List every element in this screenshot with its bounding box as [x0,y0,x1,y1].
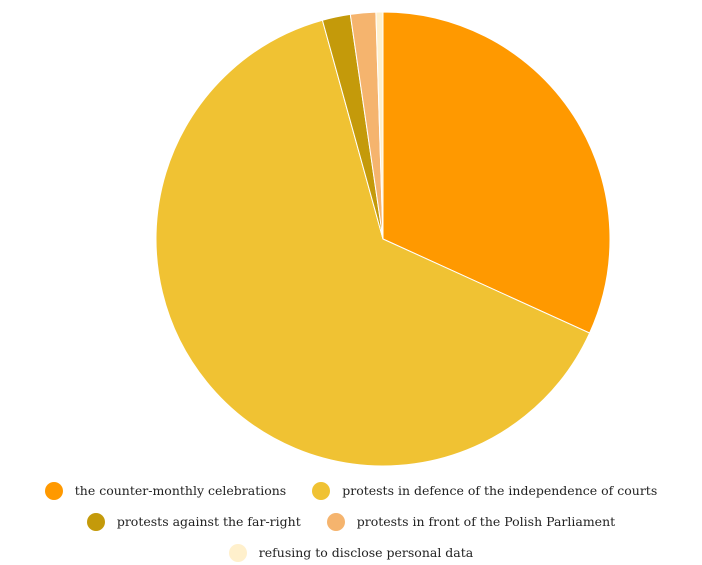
legend-label-far-right: protests against the far-right [116,514,301,529]
legend: the counter-monthly celebrations protest… [0,478,702,565]
legend-swatch-counter-monthly [44,481,63,500]
legend-item-personal-data[interactable]: refusing to disclose personal data [228,543,474,562]
legend-row-3: refusing to disclose personal data [228,540,474,565]
legend-item-parliament[interactable]: protests in front of the Polish Parliame… [326,512,616,531]
legend-label-parliament: protests in front of the Polish Parliame… [356,514,616,529]
legend-item-far-right[interactable]: protests against the far-right [86,512,301,531]
legend-item-counter-monthly[interactable]: the counter-monthly celebrations [44,481,287,500]
pie-plot-area [155,11,611,467]
legend-swatch-personal-data [228,543,247,562]
pie-slice-refusing-to-disclose-personal-data[interactable] [375,11,384,240]
legend-row-1: the counter-monthly celebrations protest… [44,478,658,503]
pie-slice-the-counter-monthly-celebrations[interactable] [382,11,611,334]
pie-slices [155,11,611,467]
legend-row-2: protests against the far-right protests … [86,509,616,534]
legend-item-courts[interactable]: protests in defence of the independence … [312,481,658,500]
legend-label-personal-data: refusing to disclose personal data [258,545,474,560]
pie-slice-protests-in-defence-of-the-independence-of-courts[interactable] [155,19,591,467]
legend-label-counter-monthly: the counter-monthly celebrations [74,483,287,498]
legend-swatch-far-right [86,512,105,531]
legend-swatch-parliament [326,512,345,531]
legend-swatch-courts [312,481,331,500]
legend-label-courts: protests in defence of the independence … [342,483,658,498]
